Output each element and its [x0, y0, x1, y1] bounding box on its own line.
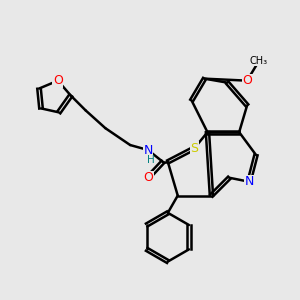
Text: S: S — [190, 142, 199, 154]
Text: CH₃: CH₃ — [250, 56, 268, 66]
Text: O: O — [242, 74, 252, 87]
Text: O: O — [53, 74, 63, 87]
Text: N: N — [244, 175, 254, 188]
Text: N: N — [143, 143, 153, 157]
Text: H: H — [147, 154, 155, 164]
Text: O: O — [143, 171, 153, 184]
